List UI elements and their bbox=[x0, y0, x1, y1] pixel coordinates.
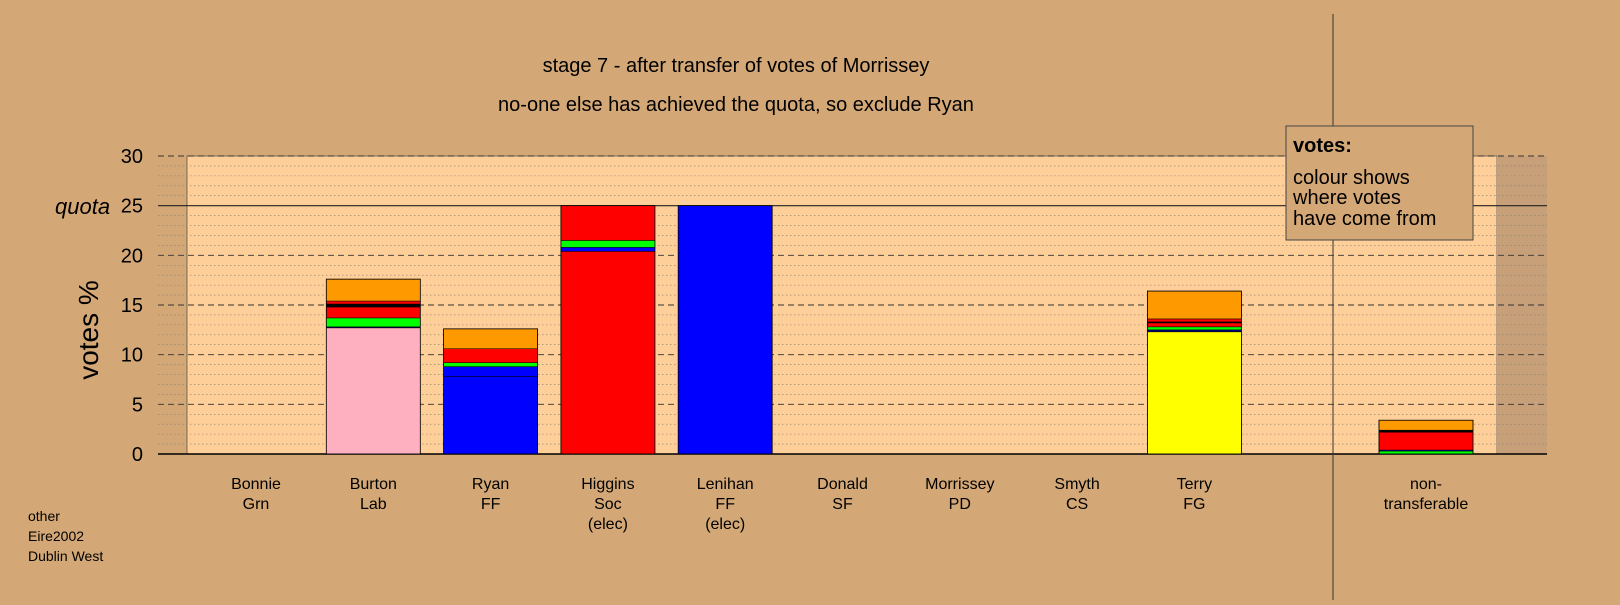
x-tick-label: Grn bbox=[243, 496, 270, 513]
bar-segment bbox=[443, 366, 538, 377]
bar-segment bbox=[560, 205, 656, 241]
x-tick-label: Donald bbox=[817, 476, 868, 493]
bar-segment bbox=[326, 317, 421, 328]
bar-outline bbox=[677, 205, 773, 455]
bar-segment bbox=[1147, 322, 1242, 328]
bar-segment bbox=[1147, 329, 1242, 333]
bar-segment bbox=[1378, 431, 1474, 451]
x-tick-label: FF bbox=[715, 496, 735, 513]
bar-segment bbox=[443, 328, 538, 349]
x-tick-label: (elec) bbox=[705, 516, 745, 533]
bar-segment bbox=[443, 348, 538, 363]
x-tick-label: Bonnie bbox=[231, 476, 281, 493]
x-tick-label: Morrissey bbox=[925, 476, 994, 493]
y-axis-label: votes % bbox=[73, 280, 104, 380]
chart-title: stage 7 - after transfer of votes of Mor… bbox=[543, 55, 930, 77]
x-tick-label: (elec) bbox=[588, 516, 628, 533]
bar-segment bbox=[443, 376, 538, 455]
bar-segment bbox=[1147, 331, 1242, 455]
bar-segment bbox=[1147, 326, 1242, 331]
bar-outline bbox=[325, 278, 421, 455]
footer-line-2: Eire2002 bbox=[28, 528, 85, 544]
x-tick-label: CS bbox=[1066, 496, 1088, 513]
bar-segment bbox=[443, 362, 538, 367]
x-tick-label: non- bbox=[1410, 476, 1442, 493]
bar-segment bbox=[677, 205, 773, 455]
x-tick-label: FF bbox=[481, 496, 501, 513]
footer-line-3: Dublin West bbox=[28, 548, 104, 564]
x-tick-label: Lab bbox=[360, 496, 387, 513]
bar-segment bbox=[560, 247, 656, 252]
bar-segment bbox=[326, 303, 421, 308]
bar-segment bbox=[326, 278, 421, 302]
y-tick-label: 20 bbox=[121, 245, 143, 267]
bar-segment bbox=[1378, 450, 1474, 455]
bar-segment bbox=[1147, 290, 1242, 320]
bar-segment bbox=[1378, 429, 1474, 433]
y-tick-label: 30 bbox=[121, 146, 143, 168]
bar-segment bbox=[326, 300, 421, 305]
x-tick-label: Lenihan bbox=[697, 476, 754, 493]
bars bbox=[325, 205, 1474, 455]
bar-outline bbox=[443, 328, 539, 455]
y-tick-label: 10 bbox=[121, 345, 143, 367]
x-tick-label: Terry bbox=[1177, 476, 1213, 493]
bar-segment bbox=[1378, 419, 1474, 431]
x-tick-label: Smyth bbox=[1054, 476, 1099, 493]
legend-title: votes: bbox=[1293, 135, 1352, 157]
bar-segment bbox=[560, 251, 656, 455]
y-tick-label: 5 bbox=[132, 394, 143, 416]
x-tick-label: Burton bbox=[350, 476, 397, 493]
x-tick-label: Ryan bbox=[472, 476, 509, 493]
footer-note: other Eire2002 Dublin West bbox=[28, 506, 103, 566]
legend-line-3: have come from bbox=[1293, 208, 1436, 230]
bar-outline bbox=[1378, 419, 1474, 455]
chart-subtitle: no-one else has achieved the quota, so e… bbox=[498, 94, 974, 116]
quota-label: quota bbox=[55, 194, 110, 219]
x-axis-labels: Bonnie Grn Burton Lab Ryan FF Higgins Soc (elec)… bbox=[231, 476, 1468, 533]
footer-line-1: other bbox=[28, 508, 60, 524]
x-tick-label: PD bbox=[949, 496, 971, 513]
x-tick-label: Soc bbox=[594, 496, 622, 513]
bar-segment bbox=[326, 327, 421, 455]
legend-box: votes: colour shows where votes have com… bbox=[1285, 125, 1474, 241]
bar-segment bbox=[560, 240, 656, 248]
legend-line-1: colour shows bbox=[1293, 167, 1410, 189]
y-tick-label: 0 bbox=[132, 444, 143, 466]
y-tick-label: 25 bbox=[121, 196, 143, 218]
bar-outline bbox=[560, 205, 656, 455]
y-tick-label: 15 bbox=[121, 295, 143, 317]
bar-segment bbox=[1147, 318, 1242, 323]
x-tick-label: Higgins bbox=[581, 476, 634, 493]
bar-segment bbox=[326, 306, 421, 319]
bar-outline bbox=[1147, 290, 1242, 455]
y-axis: 0 5 10 15 20 25 30 bbox=[121, 146, 143, 466]
x-tick-label: transferable bbox=[1384, 496, 1469, 513]
x-tick-label: SF bbox=[832, 496, 853, 513]
x-tick-label: FG bbox=[1183, 496, 1205, 513]
legend-line-2: where votes bbox=[1292, 187, 1401, 209]
